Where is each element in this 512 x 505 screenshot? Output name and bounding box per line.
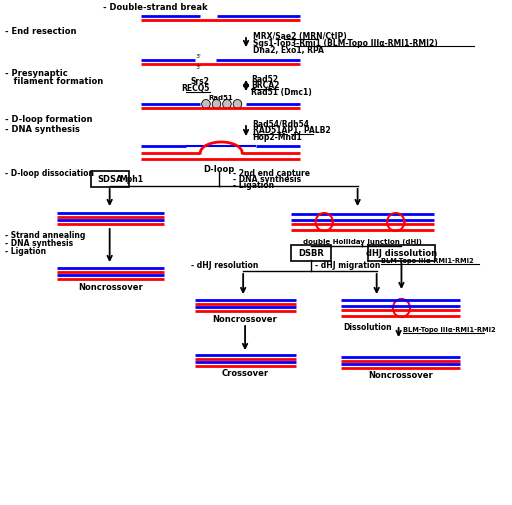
Text: RECQ5: RECQ5 <box>181 84 210 93</box>
Text: 3': 3' <box>196 65 201 70</box>
Text: filament formation: filament formation <box>5 77 103 86</box>
Circle shape <box>233 99 242 109</box>
Text: 3': 3' <box>196 54 201 59</box>
Text: Dissolution: Dissolution <box>343 324 392 332</box>
Text: BLM-Topo IIIα-RMI1-RMI2: BLM-Topo IIIα-RMI1-RMI2 <box>403 327 496 333</box>
Text: - Ligation: - Ligation <box>232 180 274 189</box>
Text: BRCA2: BRCA2 <box>251 81 279 90</box>
Text: - DNA synthesis: - DNA synthesis <box>232 175 301 183</box>
Text: - D-loop dissociation: - D-loop dissociation <box>5 170 94 178</box>
Text: - Presynaptic: - Presynaptic <box>5 70 68 78</box>
Text: RAD51AP1, PALB2: RAD51AP1, PALB2 <box>253 126 330 135</box>
Text: Mph1: Mph1 <box>119 175 143 183</box>
Text: - dHJ migration: - dHJ migration <box>315 261 380 270</box>
Text: - DNA synthesis: - DNA synthesis <box>5 239 73 248</box>
Text: Rad51: Rad51 <box>209 95 233 101</box>
Text: MRX/Sae2 (MRN/CtIP): MRX/Sae2 (MRN/CtIP) <box>253 31 347 40</box>
Text: Crossover: Crossover <box>222 370 269 379</box>
Text: Sgs1-Top3-Rmi1 (BLM-Topo IIIα-RMI1-RMI2): Sgs1-Top3-Rmi1 (BLM-Topo IIIα-RMI1-RMI2) <box>253 38 437 47</box>
Text: - Strand annealing: - Strand annealing <box>5 231 85 240</box>
Circle shape <box>202 99 210 109</box>
Text: Hop2-Mnd1: Hop2-Mnd1 <box>253 133 303 142</box>
Text: - End resection: - End resection <box>5 26 76 35</box>
Text: - D-loop formation: - D-loop formation <box>5 116 92 125</box>
Text: Srs2: Srs2 <box>191 76 210 85</box>
Text: Rad51 (Dmc1): Rad51 (Dmc1) <box>251 88 311 97</box>
Text: - Double-strand break: - Double-strand break <box>103 3 207 12</box>
Text: double Holliday Junction (dHJ): double Holliday Junction (dHJ) <box>303 239 422 245</box>
Text: dHJ dissolution: dHJ dissolution <box>366 248 437 258</box>
Text: - Ligation: - Ligation <box>5 247 46 257</box>
Text: DSBR: DSBR <box>298 248 324 258</box>
Text: D-loop: D-loop <box>204 166 235 175</box>
Text: - 2nd end capture: - 2nd end capture <box>232 169 310 177</box>
Text: BLM-Topo IIIα-RMI1-RMI2: BLM-Topo IIIα-RMI1-RMI2 <box>381 258 474 264</box>
Text: Rad52: Rad52 <box>251 75 278 83</box>
Text: SDSA: SDSA <box>97 175 122 183</box>
Text: Dna2, Exo1, RPA: Dna2, Exo1, RPA <box>253 45 324 55</box>
Circle shape <box>223 99 231 109</box>
Text: Rad54/Rdh54: Rad54/Rdh54 <box>253 120 310 128</box>
Text: - DNA synthesis: - DNA synthesis <box>5 126 80 134</box>
Text: - dHJ resolution: - dHJ resolution <box>190 261 258 270</box>
Text: Noncrossover: Noncrossover <box>78 282 143 291</box>
Text: Noncrossover: Noncrossover <box>212 315 278 324</box>
Text: Noncrossover: Noncrossover <box>368 372 433 380</box>
Circle shape <box>212 99 221 109</box>
